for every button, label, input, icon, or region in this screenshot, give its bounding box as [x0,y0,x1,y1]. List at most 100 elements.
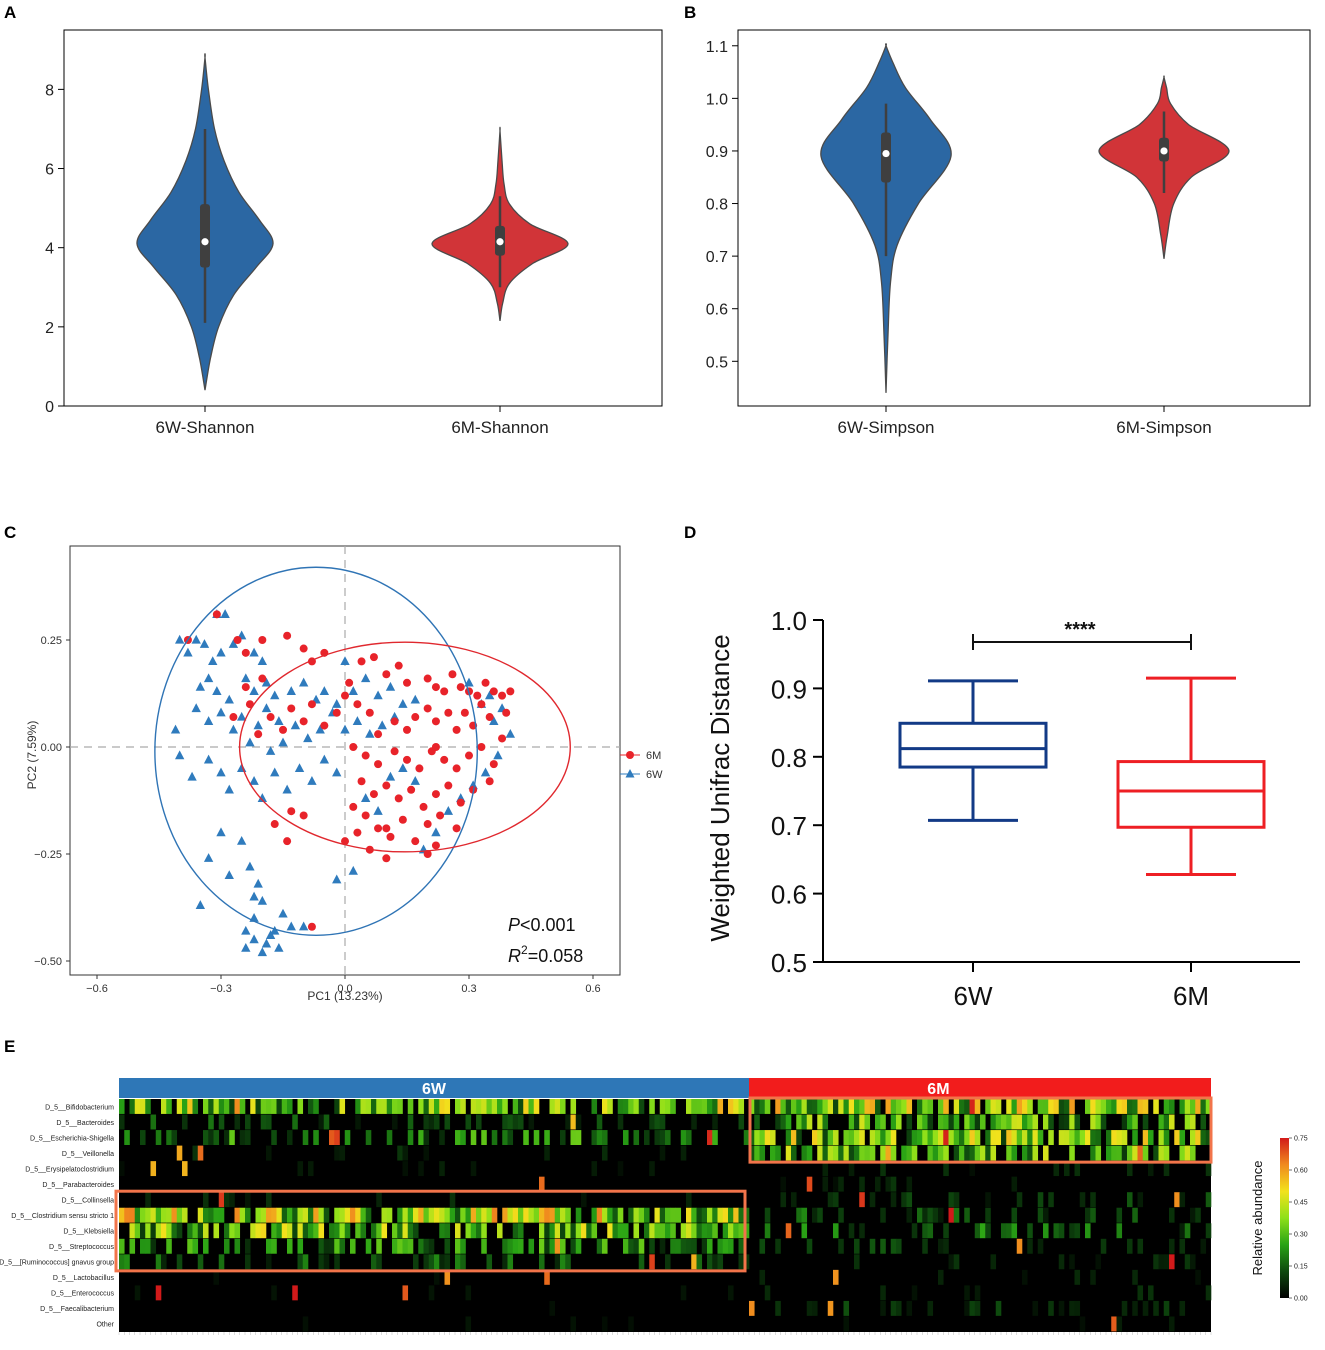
heatmap-cell [1116,1223,1123,1239]
heatmap-cell [171,1223,178,1239]
heatmap-cell [1163,1145,1170,1161]
heatmap-cell [717,1207,724,1223]
heatmap-cell [434,1207,440,1223]
heatmap-cell [570,1223,577,1239]
heatmap-cell [428,1254,435,1270]
scatter-point-6m [403,725,411,734]
heatmap-cell [255,1099,262,1114]
heatmap-cell [948,1114,955,1130]
heatmap-row-label: D_5__Escherichia-Shigella [30,1135,114,1142]
heatmap-cell [255,1207,262,1223]
scatter-point-6m [279,725,287,734]
heatmap-cell [833,1145,839,1161]
heatmap-cell [575,1114,582,1130]
heatmap-cell [182,1161,188,1177]
heatmap-cell [560,1130,566,1145]
heatmap-cell [281,1099,288,1114]
heatmap-cell [1190,1145,1196,1161]
heatmap-cell [654,1207,661,1223]
heatmap-cell [292,1223,298,1239]
colorbar-label: Relative abundance [1250,1161,1265,1276]
heatmap-cell [922,1114,928,1130]
scatter-point-6m [407,785,416,794]
heatmap-cell [449,1192,456,1208]
heatmap-cell [518,1114,524,1130]
heatmap-cell [969,1300,976,1316]
scatter-point-6w [278,908,288,918]
scatter-point-6w [245,737,255,747]
heatmap-cell [339,1207,346,1223]
heatmap-cell [1132,1130,1138,1145]
heatmap-cell [119,1238,125,1254]
heatmap-cell [528,1099,535,1114]
heatmap-cell [743,1223,750,1239]
heatmap-cell [245,1238,251,1254]
heatmap-cell [308,1161,314,1177]
heatmap-cell [329,1238,335,1254]
heatmap-cell [229,1223,235,1239]
heatmap-cell [707,1207,713,1223]
heatmap-cell [917,1099,923,1114]
heatmap-cell [654,1114,661,1130]
heatmap-cell [938,1207,944,1223]
scatter-point-6w [249,891,259,901]
heatmap-cell [502,1114,508,1130]
heatmap-cell [497,1223,503,1239]
heatmap-cell [1037,1192,1044,1208]
heatmap-cell [596,1114,603,1130]
heatmap-cell [943,1238,949,1254]
heatmap-cell [680,1223,687,1239]
heatmap-cell [1142,1114,1149,1130]
heatmap-cell [287,1130,293,1145]
scatter-point-6w [216,767,226,777]
heatmap-cell [444,1269,451,1285]
heatmap-row-label: D_5__[Ruminococcus] gnavus group [0,1260,114,1267]
heatmap-cell [1127,1238,1133,1254]
heatmap-cell [880,1114,886,1130]
heatmap-cell [1058,1223,1065,1239]
heatmap-cell [628,1238,634,1254]
heatmap-cell [407,1130,414,1145]
heatmap-cell [355,1114,361,1130]
heatmap-cell [1001,1130,1007,1145]
heatmap-cell [791,1145,797,1161]
heatmap-cell [890,1099,897,1114]
heatmap-cell [633,1238,640,1254]
heatmap-cell [260,1223,267,1239]
heatmap-cell [407,1207,414,1223]
heatmap-cell [192,1223,199,1239]
scatter-point-6w [365,728,375,738]
heatmap-cell [465,1207,472,1223]
heatmap-cell [628,1316,634,1332]
x-tick-label: 0.3 [461,983,476,995]
heatmap-cell [544,1207,550,1223]
heatmap-cell [1090,1192,1096,1208]
highlight-box-6m [748,1096,1213,1164]
heatmap-cell [329,1130,335,1145]
heatmap-cell [1079,1192,1086,1208]
heatmap-cell [806,1238,813,1254]
heatmap-row-label: D_5__Bacteroides [56,1120,114,1127]
heatmap-cell [1116,1099,1123,1114]
heatmap-cell [423,1114,430,1130]
heatmap-cell [1184,1254,1191,1270]
heatmap-cell [465,1316,472,1332]
heatmap-cell [397,1145,403,1161]
heatmap-cell [486,1254,493,1270]
heatmap-cell [297,1207,304,1223]
heatmap-cell [1190,1114,1196,1130]
y-tick-label: −0.50 [34,956,62,968]
heatmap-cell [554,1207,561,1223]
heatmap-cell [192,1145,199,1161]
heatmap-cell [880,1238,886,1254]
heatmap-cell [481,1207,487,1223]
y-tick-label: 8 [45,82,54,99]
heatmap-cell [1137,1145,1144,1161]
heatmap-cell [602,1316,608,1332]
heatmap-cell [271,1207,277,1223]
heatmap-cell [1184,1114,1191,1130]
heatmap-cell [822,1161,829,1177]
heatmap-cell [129,1223,136,1239]
heatmap-cell [738,1223,745,1239]
heatmap-cell [859,1130,865,1145]
